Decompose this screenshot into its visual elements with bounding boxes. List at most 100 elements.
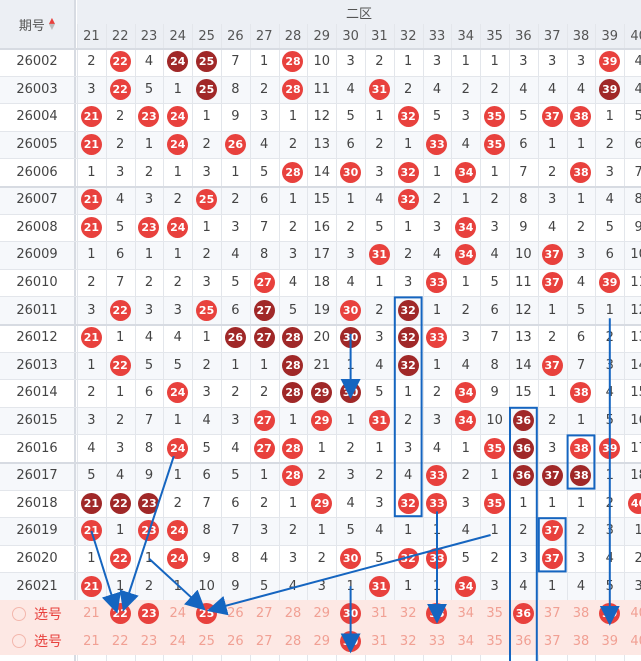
trend-cell: 34 [451, 158, 480, 186]
issue-header[interactable]: 期号 ▲ ▼ [0, 0, 74, 48]
selected-number-ball[interactable]: 39 [599, 603, 621, 625]
select-number-cell[interactable]: 36 [509, 600, 538, 628]
trend-cell: 3 [404, 440, 413, 456]
column-header: 25 [192, 24, 221, 48]
trend-cell: 30 [336, 379, 365, 407]
select-number-cell[interactable]: 40 [630, 606, 641, 622]
select-number-cell[interactable]: 21 [83, 633, 100, 649]
trend-cell: 6 [260, 192, 269, 208]
trend-cell: 14 [515, 357, 532, 373]
select-number-cell[interactable]: 25 [198, 633, 215, 649]
select-number-cell[interactable]: 29 [313, 633, 331, 649]
issue-number: 26013 [16, 357, 58, 373]
select-number-cell[interactable]: 38 [572, 633, 590, 649]
trend-cell: 3 [490, 578, 499, 594]
select-number-cell[interactable]: 32 [399, 633, 417, 649]
selected-number-ball[interactable]: 36 [512, 603, 534, 625]
select-number-cell[interactable]: 37 [543, 633, 561, 649]
select-number-cell[interactable]: 22 [111, 633, 129, 649]
trend-cell: 9 [634, 219, 641, 235]
select-number-cell[interactable]: 35 [486, 606, 503, 622]
select-number-cell[interactable]: 33 [423, 600, 452, 628]
trend-cell: 28 [279, 76, 308, 104]
selected-number-ball[interactable]: 23 [138, 603, 160, 625]
select-number-cell[interactable]: 23 [140, 633, 158, 649]
select-row-label[interactable]: 选号 [0, 628, 74, 656]
trend-cell: 28 [279, 352, 308, 380]
drawn-number-ball: 22 [109, 299, 131, 321]
trend-cell: 1 [490, 523, 499, 539]
select-number-cell[interactable]: 27 [255, 606, 273, 622]
select-number-cell[interactable]: 26 [227, 606, 244, 622]
trend-cell: 37 [538, 103, 567, 131]
select-number-cell[interactable]: 31 [371, 633, 388, 649]
selected-number-ball[interactable]: 22 [109, 603, 131, 625]
sort-arrows-icon[interactable]: ▲ ▼ [48, 16, 56, 31]
drawn-number-ball: 33 [426, 327, 448, 349]
trend-cell: 30 [336, 158, 365, 186]
select-radio-icon[interactable] [12, 634, 26, 649]
select-number-cell[interactable]: 30 [336, 600, 365, 628]
trend-cell: 1 [231, 357, 240, 373]
trend-cell: 3 [87, 302, 96, 318]
trend-cell: 10 [630, 247, 641, 263]
trend-cell: 33 [423, 131, 452, 159]
trend-cell: 23 [135, 214, 164, 242]
select-number-cell[interactable]: 35 [486, 633, 503, 649]
select-number-cell[interactable]: 21 [83, 606, 100, 622]
select-number-cell[interactable]: 37 [543, 606, 561, 622]
drawn-number-ball: 21 [80, 520, 102, 542]
trend-cell: 3 [231, 219, 240, 235]
select-number-cell[interactable]: 28 [284, 606, 302, 622]
select-number-cell[interactable]: 22 [106, 600, 135, 628]
trend-cell: 4 [461, 137, 470, 153]
trend-cell: 38 [567, 462, 596, 490]
trend-cell: 1 [490, 468, 499, 484]
select-number-cell[interactable]: 34 [457, 606, 475, 622]
trend-cell: 1 [260, 54, 269, 70]
trend-cell: 3 [461, 109, 470, 125]
select-number-cell[interactable]: 36 [515, 633, 532, 649]
trend-cell: 3 [202, 385, 211, 401]
drawn-number-ball: 36 [512, 437, 534, 459]
select-number-cell[interactable]: 29 [313, 606, 331, 622]
trend-cell: 24 [163, 131, 192, 159]
select-number-cell[interactable]: 23 [135, 600, 164, 628]
select-number-cell[interactable]: 24 [169, 633, 187, 649]
select-number-cell[interactable]: 30 [336, 628, 365, 656]
trend-cell: 21 [77, 214, 106, 242]
select-radio-icon[interactable] [12, 606, 26, 621]
trend-cell: 16 [313, 219, 331, 235]
select-number-cell[interactable]: 24 [169, 606, 187, 622]
trend-cell: 1 [605, 302, 614, 318]
trend-cell: 5 [288, 302, 298, 318]
select-number-cell[interactable]: 26 [227, 633, 244, 649]
issue-number: 26006 [16, 164, 58, 180]
select-number-cell[interactable]: 33 [428, 633, 446, 649]
drawn-number-ball: 23 [138, 492, 160, 514]
select-number-cell[interactable]: 27 [255, 633, 273, 649]
select-number-cell[interactable]: 34 [457, 633, 475, 649]
select-number-cell[interactable]: 39 [595, 600, 624, 628]
trend-cell: 3 [260, 523, 269, 539]
select-number-cell[interactable]: 38 [572, 606, 590, 622]
row-background [0, 268, 641, 297]
trend-cell: 2 [605, 495, 614, 511]
select-number-cell[interactable]: 28 [284, 633, 302, 649]
select-number-cell[interactable]: 25 [192, 600, 221, 628]
selected-number-ball[interactable]: 33 [426, 603, 448, 625]
select-number-cell[interactable]: 40 [630, 633, 641, 649]
drawn-number-ball: 24 [167, 51, 189, 73]
select-number-cell[interactable]: 32 [399, 606, 417, 622]
row-divider [0, 158, 641, 160]
drawn-number-ball: 32 [397, 106, 419, 128]
selected-number-ball[interactable]: 30 [340, 630, 362, 652]
selected-number-ball[interactable]: 30 [340, 603, 362, 625]
trend-cell: 3 [346, 247, 355, 263]
row-divider [0, 268, 641, 270]
select-number-cell[interactable]: 39 [601, 633, 619, 649]
select-row-label[interactable]: 选号 [0, 600, 74, 628]
select-number-cell[interactable]: 31 [371, 606, 388, 622]
selected-number-ball[interactable]: 25 [196, 603, 218, 625]
trend-cell: 4 [548, 219, 557, 235]
